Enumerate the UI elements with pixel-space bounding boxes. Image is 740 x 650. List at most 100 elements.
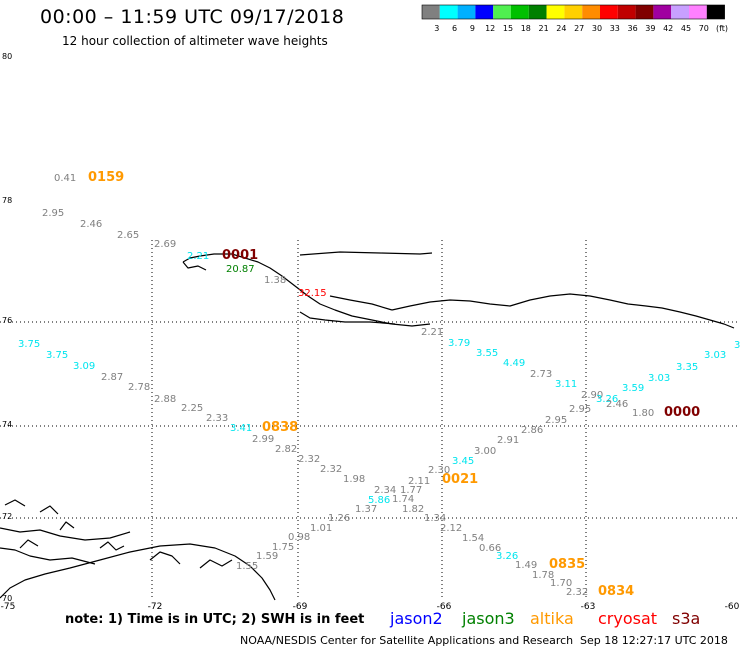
pass-time-label: 0835 xyxy=(549,557,585,572)
wave-height-label: 3.59 xyxy=(622,383,644,394)
legend-swatch xyxy=(528,5,547,19)
wave-height-label: 3.03 xyxy=(648,373,670,384)
wave-height-label: 3.03 xyxy=(704,350,726,361)
coastline xyxy=(182,253,431,327)
wave-height-label: 2.33 xyxy=(206,413,228,424)
wave-height-label: 2.32 xyxy=(298,454,320,465)
wave-height-label: 2.46 xyxy=(606,399,628,410)
coastline xyxy=(182,261,207,271)
legend-label: 30 xyxy=(592,24,602,33)
legend-swatch xyxy=(422,5,440,19)
wave-height-label: 2.32 xyxy=(566,587,588,598)
wave-height-label: 1.55 xyxy=(236,561,258,572)
wave-height-label: 2.78 xyxy=(128,382,150,393)
lat-label: 74 xyxy=(2,420,12,429)
credit-line: NOAA/NESDIS Center for Satellite Applica… xyxy=(240,634,574,647)
legend-frame xyxy=(421,4,725,20)
wave-height-label: 1.70 xyxy=(550,578,572,589)
wave-height-label: 5.86 xyxy=(368,495,390,506)
lon-label: -66 xyxy=(437,602,452,612)
coastline xyxy=(99,541,125,551)
wave-height-label: 3.75 xyxy=(18,339,40,350)
legend-label: 6 xyxy=(452,24,457,33)
wave-height-label: 2.95 xyxy=(42,208,64,219)
wave-height-label: 2.82 xyxy=(275,444,297,455)
page-subtitle: 12 hour collection of altimeter wave hei… xyxy=(62,34,328,48)
coastline xyxy=(0,527,131,541)
legend-swatch xyxy=(653,5,672,19)
legend-label: 45 xyxy=(681,24,691,33)
wave-height-label: 0.98 xyxy=(288,532,310,543)
wave-height-label: 2.34 xyxy=(374,485,396,496)
lat-label: 76 xyxy=(2,316,12,325)
wave-height-label: 2.11 xyxy=(408,476,430,487)
legend-label: 21 xyxy=(539,24,549,33)
coastline xyxy=(0,547,96,565)
wave-height-label: 2.88 xyxy=(154,394,176,405)
wave-height-label: 3.26 xyxy=(496,551,518,562)
legend-label: 70 xyxy=(699,24,709,33)
wave-height-label: 1.98 xyxy=(343,474,365,485)
wave-height-label: 2.32 xyxy=(320,464,342,475)
legend-swatch xyxy=(635,5,654,19)
color-legend: 3 6 9 12 15 18 21 24 27 30 33 36 39 42 45 70 (ft) xyxy=(421,4,728,33)
legend-label: 18 xyxy=(521,24,531,33)
lon-label: -72 xyxy=(148,602,163,612)
wave-height-label: 1.26 xyxy=(328,513,350,524)
wave-height-label: 2.73 xyxy=(530,369,552,380)
wave-height-label: 2.65 xyxy=(117,230,139,241)
legend-label: 42 xyxy=(663,24,673,33)
satellite-s3a: s3a xyxy=(672,609,701,628)
legend-label: 36 xyxy=(628,24,638,33)
wave-height-label: 3.35 xyxy=(676,362,698,373)
generated-timestamp: Sep 18 12:27:17 UTC 2018 xyxy=(580,634,728,647)
legend-swatch xyxy=(457,5,476,19)
wave-height-label: 0.41 xyxy=(54,173,76,184)
lat-label: 80 xyxy=(2,52,12,61)
wave-height-label: 2.30 xyxy=(428,465,450,476)
coastline xyxy=(391,293,735,329)
wave-height-label: 1.74 xyxy=(392,494,414,505)
wave-height-label: 3 xyxy=(734,340,740,351)
wave-height-label: 1.37 xyxy=(355,504,377,515)
wave-height-label: 20.87 xyxy=(226,264,255,275)
wave-height-label: 4.49 xyxy=(503,358,525,369)
coastline xyxy=(59,521,75,531)
pass-time-label: 0000 xyxy=(664,405,700,420)
wave-height-label: 2.95 xyxy=(545,415,567,426)
coastline xyxy=(0,543,276,601)
wave-height-label: 3.45 xyxy=(452,456,474,467)
coastline xyxy=(329,295,393,311)
wave-height-label: 0.66 xyxy=(479,543,501,554)
wave-height-label: 2.25 xyxy=(181,403,203,414)
wave-height-label: 2.46 xyxy=(80,219,102,230)
legend-label: 3 xyxy=(434,24,439,33)
pass-time-label: 0021 xyxy=(442,472,478,487)
legend-label: 39 xyxy=(645,24,655,33)
wave-height-label: 2.21 xyxy=(187,251,209,262)
wave-height-label: 2.86 xyxy=(521,425,543,436)
coastline xyxy=(299,311,396,325)
wave-height-label: 2.87 xyxy=(101,372,123,383)
legend-swatch xyxy=(706,5,725,19)
legend-swatch xyxy=(582,5,600,19)
wave-height-label: 1.77 xyxy=(400,485,422,496)
coastline xyxy=(19,539,39,549)
lat-label: 72 xyxy=(2,512,12,521)
legend-swatch xyxy=(564,5,583,19)
lat-label: 70 xyxy=(2,594,12,603)
legend-unit: (ft) xyxy=(716,24,728,33)
wave-height-label: 1.01 xyxy=(310,523,332,534)
legend-swatch xyxy=(617,5,636,19)
coastline xyxy=(149,551,181,565)
wave-height-label: 3.11 xyxy=(555,379,577,390)
legend-swatch xyxy=(671,5,689,19)
lon-label: -63 xyxy=(581,602,596,612)
wave-height-label: 3.00 xyxy=(474,446,496,457)
legend-swatch xyxy=(546,5,565,19)
wave-height-label: 2.12 xyxy=(440,523,462,534)
wave-height-label: 1.75 xyxy=(272,542,294,553)
wave-height-label: 2.99 xyxy=(252,434,274,445)
